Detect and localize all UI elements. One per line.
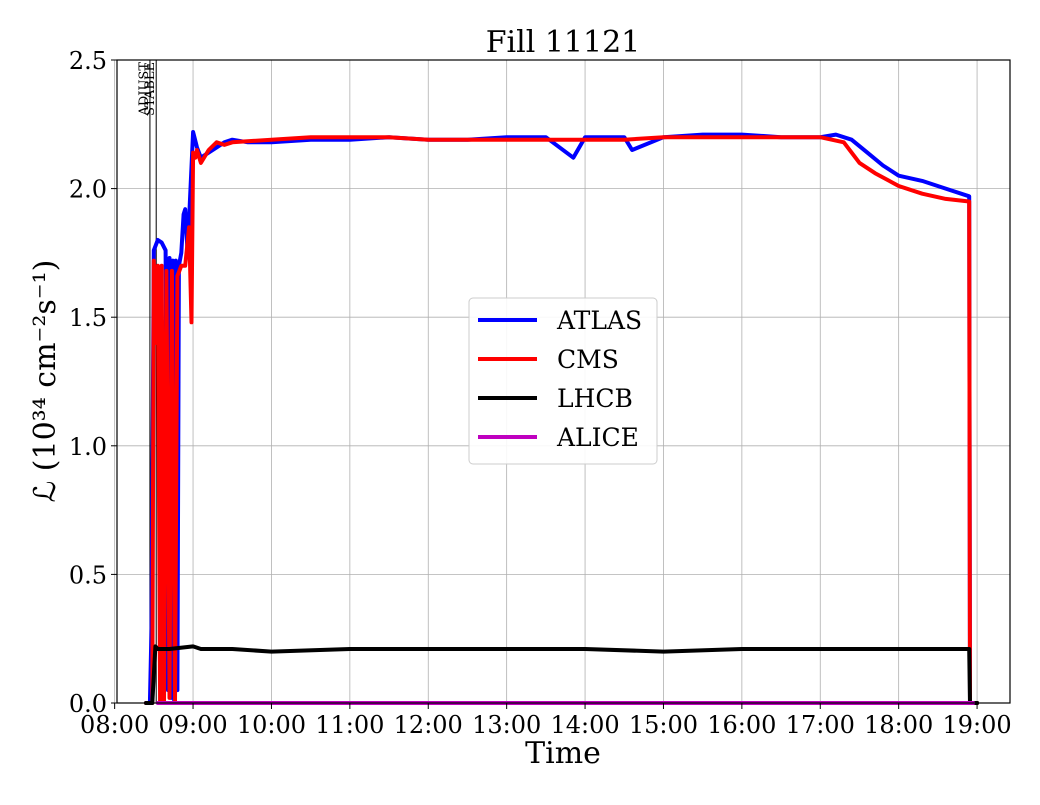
- x-tick-label: 17:00: [786, 711, 855, 739]
- x-tick-label: 18:00: [864, 711, 933, 739]
- x-tick-label: 14:00: [550, 711, 619, 739]
- x-tick-label: 12:00: [394, 711, 463, 739]
- series-line-lhcb: [144, 644, 980, 705]
- x-tick-label: 10:00: [237, 711, 306, 739]
- x-axis-label: Time: [525, 736, 601, 771]
- x-tick-label: 16:00: [707, 711, 776, 739]
- series-line-cms: [144, 135, 980, 705]
- axis-ticks: 08:00 09:00 10:00 11:00 12:00 13:00 14:00 15:00…: [69, 47, 1012, 739]
- phase-marker-label: ADJUST: [137, 62, 152, 117]
- y-tick-label: 2.5: [69, 47, 107, 75]
- legend-box: [468, 297, 658, 465]
- x-tick-label: 19:00: [942, 711, 1011, 739]
- legend-label-atlas: ATLAS: [556, 306, 642, 335]
- x-tick-label: 13:00: [472, 711, 541, 739]
- chart-title: Fill 11121: [486, 25, 641, 60]
- y-tick-label: 2.0: [69, 176, 107, 204]
- plot-frame: [116, 59, 1011, 704]
- legend-label-alice: ALICE: [556, 423, 639, 452]
- y-tick-label: 0.0: [69, 690, 107, 718]
- legend-label-lhcb: LHCB: [557, 384, 633, 413]
- x-tick-label: 11:00: [315, 711, 384, 739]
- phase-marker-label: STABLE: [143, 62, 158, 116]
- legend-label-cms: CMS: [557, 345, 619, 374]
- x-tick-label: 08:00: [80, 711, 149, 739]
- y-tick-label: 1.5: [69, 304, 107, 332]
- y-tick-label: 0.5: [69, 561, 107, 589]
- legend: ATLAS CMS LHCB ALICE: [468, 297, 658, 465]
- x-tick-label: 15:00: [629, 711, 698, 739]
- y-tick-label: 1.0: [69, 433, 107, 461]
- y-axis-label: ℒ (10³⁴ cm⁻²s⁻¹): [28, 260, 63, 503]
- x-tick-label: 09:00: [158, 711, 227, 739]
